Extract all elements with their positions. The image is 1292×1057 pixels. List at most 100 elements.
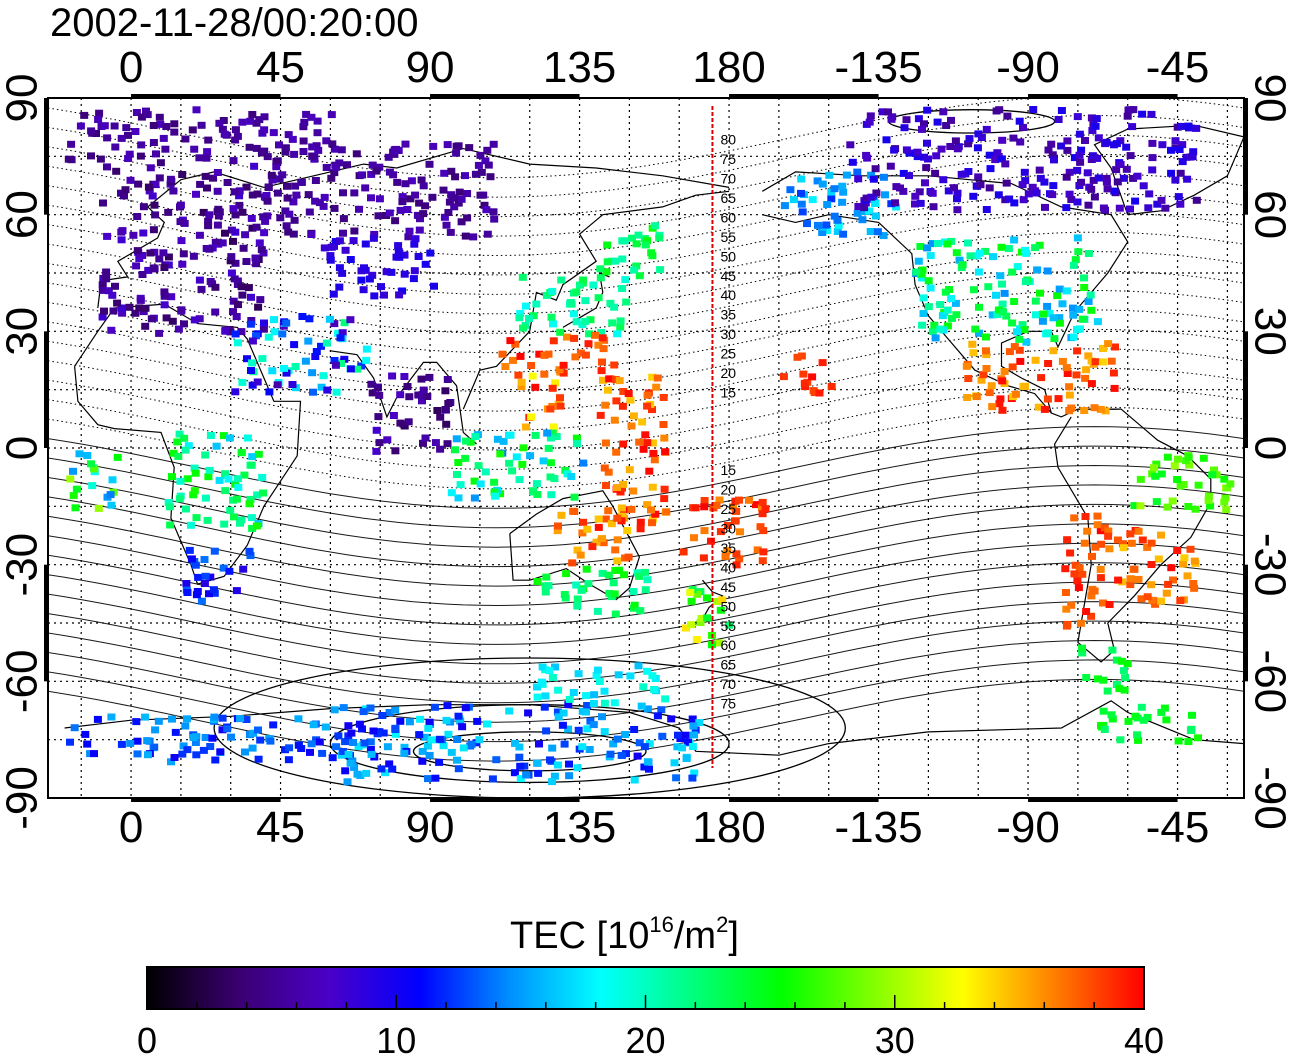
tec-cell-middle-east: [319, 372, 328, 380]
tec-cell-europe: [213, 169, 222, 176]
tec-cell-mexico-caribbean: [1065, 383, 1074, 391]
tec-cell-europe: [178, 171, 187, 178]
tec-cell-antarctica-east: [467, 740, 476, 748]
tec-cell-russia-north: [417, 176, 426, 184]
magnetic-latitude-contour: [48, 251, 1244, 334]
tec-cell-canada-arctic: [1028, 183, 1037, 191]
tec-cell-europe: [247, 317, 256, 324]
tec-cell-europe: [211, 308, 220, 316]
tec-cell-north-america: [1053, 292, 1062, 300]
tec-cell-east-asia-north: [634, 231, 643, 239]
tec-cell-south-america-east: [1186, 545, 1195, 553]
tec-cell-africa-central: [254, 450, 263, 458]
tec-cell-south-america-west: [1083, 527, 1092, 535]
tec-cell-canada-arctic: [993, 149, 1002, 157]
tec-cell-pacific-west: [647, 506, 655, 514]
tec-cell-europe: [195, 276, 204, 284]
tec-cell-canada-arctic: [951, 137, 960, 145]
tec-cell-scandinavia-arctic: [137, 113, 146, 121]
tec-cell-australia-north: [604, 507, 613, 515]
tec-cell-antarctica-east: [385, 760, 394, 768]
tec-cell-europe: [237, 283, 246, 291]
tec-cell-australia-south: [641, 568, 649, 576]
tec-cell-africa-central: [191, 469, 200, 477]
tec-cell-pacific-west: [643, 391, 652, 399]
tec-cell-north-america: [1071, 256, 1080, 264]
tec-cell-antarctica-east: [461, 704, 470, 712]
tec-cell-india: [403, 383, 412, 390]
tec-cell-antarctica-east: [359, 708, 368, 716]
tec-cell-russia-north: [401, 180, 410, 188]
tec-cell-alaska: [867, 171, 876, 179]
tec-cell-europe: [227, 269, 236, 277]
tec-cell-canada-arctic: [1065, 168, 1074, 176]
tec-cell-europe: [255, 239, 264, 247]
tec-cell-canada-arctic: [1073, 166, 1082, 174]
tec-cell-canada-arctic: [937, 145, 946, 153]
tec-cell-central-asia: [411, 235, 420, 243]
tec-cell-middle-east: [248, 337, 257, 345]
tec-cell-canada-arctic: [1018, 181, 1027, 189]
tec-cell-brazil-north: [1194, 481, 1203, 489]
frame-bar-right: [1243, 98, 1248, 215]
tec-cell-canada-arctic: [914, 115, 923, 123]
tec-cell-indonesia: [539, 457, 548, 465]
tec-cell-africa-central: [201, 494, 210, 502]
tec-cell-east-asia-north: [603, 241, 612, 249]
tec-cell-brazil-north: [1222, 506, 1231, 513]
tec-cell-pacific-west: [619, 480, 628, 488]
tec-cell-brazil-north: [1152, 498, 1161, 506]
tec-cell-canada-arctic: [974, 130, 983, 138]
mag-lat-label-south: 40: [720, 559, 736, 575]
tec-cell-north-america: [1062, 287, 1071, 295]
tec-cell-atlantic-east: [106, 491, 115, 499]
tec-cell-canada-arctic: [869, 175, 878, 183]
tec-cell-canada-arctic: [1081, 137, 1089, 144]
tec-cell-canada-arctic: [1115, 204, 1124, 212]
tec-cell-scandinavia-arctic: [152, 150, 160, 158]
tec-cell-russia-north: [292, 191, 301, 199]
right-lat-tick-label: -30: [1246, 533, 1292, 597]
tec-cell-indonesia: [466, 438, 475, 446]
tec-cell-europe: [100, 307, 108, 315]
tec-cell-north-america: [1008, 319, 1017, 327]
tec-cell-antarctica-east: [690, 731, 698, 739]
tec-cell-indonesia: [550, 475, 559, 483]
tec-cell-north-america: [1022, 338, 1031, 346]
tec-cell-mexico-caribbean: [982, 347, 990, 355]
tec-cell-russia-north: [337, 146, 346, 154]
tec-cell-canada-arctic: [973, 144, 982, 152]
timestamp-title: 2002-11-28/00:20:00: [50, 1, 418, 45]
tec-cell-europe: [121, 186, 130, 194]
tec-cell-alaska: [823, 201, 832, 208]
mag-lat-label-north: 35: [720, 307, 736, 323]
tec-cell-canada-arctic: [957, 170, 966, 178]
tec-cell-canada-arctic: [1102, 138, 1111, 146]
tec-cell-tonga-fiji: [732, 561, 741, 569]
tec-cell-brazil-north: [1210, 466, 1218, 474]
right-lat-tick-label: 30: [1246, 307, 1292, 356]
tec-cell-mexico-caribbean: [1098, 358, 1107, 366]
tec-cell-canada-arctic: [1161, 204, 1170, 212]
tec-cell-antarctic-peninsula: [1162, 716, 1171, 724]
tec-cell-atlantic-east: [83, 452, 92, 459]
tec-cell-europe: [117, 304, 126, 312]
tec-cell-pacific-west: [661, 448, 670, 456]
tec-cell-china-japan-south: [506, 337, 515, 345]
tec-cell-russia-north: [454, 199, 463, 207]
tec-cell-russia-north: [425, 160, 434, 168]
tec-cell-south-america-east: [1169, 576, 1178, 584]
tec-cell-scandinavia-arctic: [137, 141, 146, 149]
tec-cell-north-america: [1055, 319, 1064, 327]
tec-cell-russia-north: [350, 227, 359, 235]
tec-cell-tonga-fiji: [700, 503, 709, 511]
tec-cell-antarctica-west: [307, 740, 316, 748]
tec-cell-indonesia: [573, 440, 581, 448]
tec-cell-atlantic-east: [113, 453, 122, 461]
tec-cell-tonga-fiji: [699, 554, 708, 562]
tec-cell-africa-south: [201, 572, 210, 580]
tec-cell-antarctica-west: [256, 736, 265, 744]
tec-cell-antarctica-west: [294, 741, 303, 749]
tec-cell-china-japan-south: [559, 369, 568, 377]
right-lat-tick-label: 90: [1246, 74, 1292, 123]
